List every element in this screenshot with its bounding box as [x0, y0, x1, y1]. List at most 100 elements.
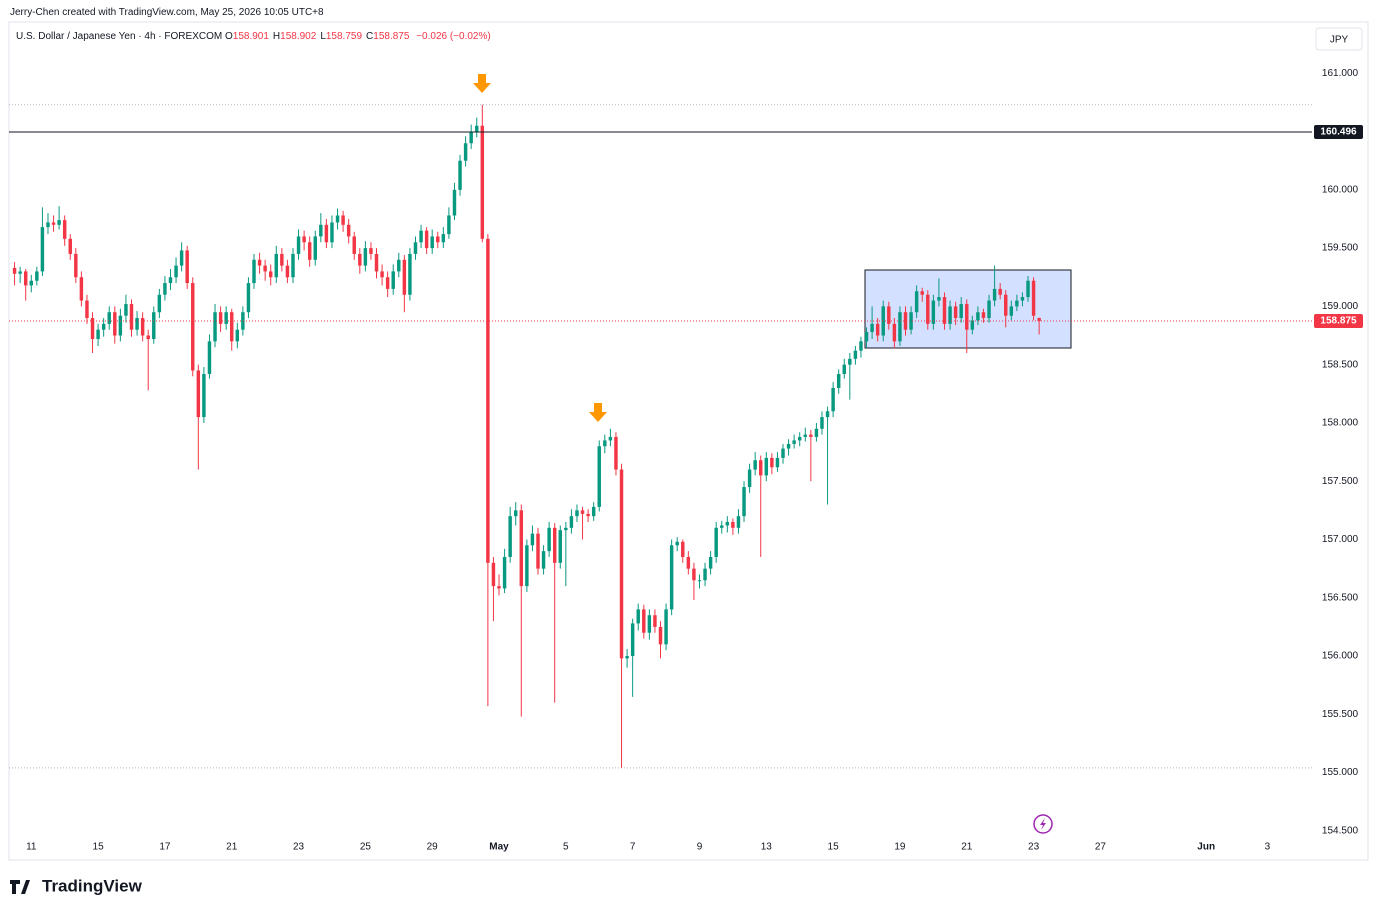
candle-body: [497, 586, 501, 589]
candle-body: [469, 131, 473, 144]
x-tick-label: 25: [360, 842, 372, 853]
candle-body: [68, 238, 72, 254]
candle-body: [118, 315, 123, 336]
candle-body: [820, 417, 824, 429]
candle-body: [926, 294, 930, 324]
x-tick-label: 3: [1265, 842, 1271, 853]
candle-body: [803, 434, 808, 437]
candle-body: [391, 271, 395, 289]
candle-body: [630, 623, 635, 657]
candle-body: [352, 236, 356, 254]
x-tick-label: 5: [563, 842, 569, 853]
candle-body: [430, 236, 434, 249]
candle-body: [341, 215, 345, 225]
candle-body: [603, 440, 607, 447]
candle-body: [246, 283, 251, 313]
candle-body: [163, 283, 167, 295]
candle-body: [536, 533, 540, 569]
candle-body: [642, 609, 646, 633]
candle-body: [491, 562, 496, 587]
ohlc-key: L: [320, 31, 326, 42]
candle-body: [62, 220, 67, 239]
candle-body: [519, 510, 524, 587]
candle-body: [937, 297, 941, 301]
candle-body: [268, 271, 273, 278]
candle-body: [480, 125, 485, 239]
candle-body: [263, 265, 267, 272]
candle-body: [669, 545, 674, 610]
candle-body: [475, 125, 479, 132]
candle-body: [708, 556, 713, 569]
candle-body: [285, 265, 290, 278]
candle-body: [836, 373, 841, 388]
candle-body: [397, 259, 401, 272]
candle-body: [85, 300, 89, 319]
candle-body: [770, 457, 774, 468]
candle-body: [319, 224, 323, 237]
ohlc-value: 158.902: [280, 31, 317, 42]
x-tick-label: 15: [93, 842, 105, 853]
candle-body: [274, 253, 279, 278]
x-tick-label: 19: [894, 842, 906, 853]
candle-body: [447, 215, 451, 235]
candle-body: [965, 304, 969, 330]
candle-body: [458, 160, 462, 190]
candle-body: [140, 318, 145, 336]
candle-body: [96, 329, 100, 340]
x-tick-label: 15: [828, 842, 840, 853]
candle-body: [992, 288, 997, 301]
candle-body: [513, 510, 518, 517]
candle-body: [736, 516, 741, 528]
candle-body: [881, 306, 885, 336]
chart-frame: [8, 21, 1369, 861]
candle-body: [1031, 280, 1036, 316]
candle-body: [1026, 280, 1030, 298]
candle-body: [358, 253, 362, 266]
candle-body: [842, 364, 846, 374]
candle-body: [887, 306, 891, 324]
x-tick-label: 21: [226, 842, 238, 853]
candle-body: [51, 222, 56, 225]
candle-body: [591, 506, 596, 517]
y-tick-label: 156.000: [1322, 651, 1359, 662]
candle-body: [441, 234, 446, 243]
candle-body: [224, 312, 228, 324]
candle-body: [781, 448, 785, 458]
candle-body: [586, 513, 590, 517]
candle-body: [168, 277, 173, 284]
currency-label[interactable]: JPY: [1330, 35, 1349, 46]
candle-body: [101, 323, 106, 330]
brand-name: TradingView: [42, 876, 143, 895]
candle-body: [1004, 294, 1008, 316]
candle-body: [786, 443, 791, 449]
candle-body: [948, 306, 952, 324]
candle-body: [207, 341, 212, 374]
symbol: U.S. Dollar / Japanese Yen · 4h · FOREXC…: [16, 31, 223, 42]
y-tick-label: 158.000: [1322, 418, 1359, 429]
candle-body: [452, 189, 457, 216]
event-icon[interactable]: [1033, 814, 1053, 834]
candle-body: [508, 516, 512, 557]
y-tick-label: 157.000: [1322, 534, 1359, 545]
candle-body: [235, 329, 240, 342]
candle-body: [814, 428, 819, 437]
x-tick-label: 13: [761, 842, 773, 853]
candle-body: [302, 236, 306, 243]
y-tick-label: 158.500: [1322, 359, 1359, 370]
currency-button[interactable]: [1315, 27, 1363, 51]
candle-body: [252, 259, 256, 284]
candle-body: [369, 248, 373, 254]
candle-body: [614, 436, 618, 470]
candle-body: [179, 250, 184, 266]
candle-body: [57, 220, 61, 225]
candle-body: [636, 609, 640, 624]
candle-body: [463, 143, 468, 161]
candle-body: [647, 615, 652, 633]
candle-body: [40, 227, 45, 272]
x-tick-label: 27: [1095, 842, 1107, 853]
candle-body: [29, 280, 33, 286]
candle-body: [720, 525, 724, 528]
y-tick-label: 160.000: [1322, 184, 1359, 195]
brand-logo: [10, 880, 30, 894]
